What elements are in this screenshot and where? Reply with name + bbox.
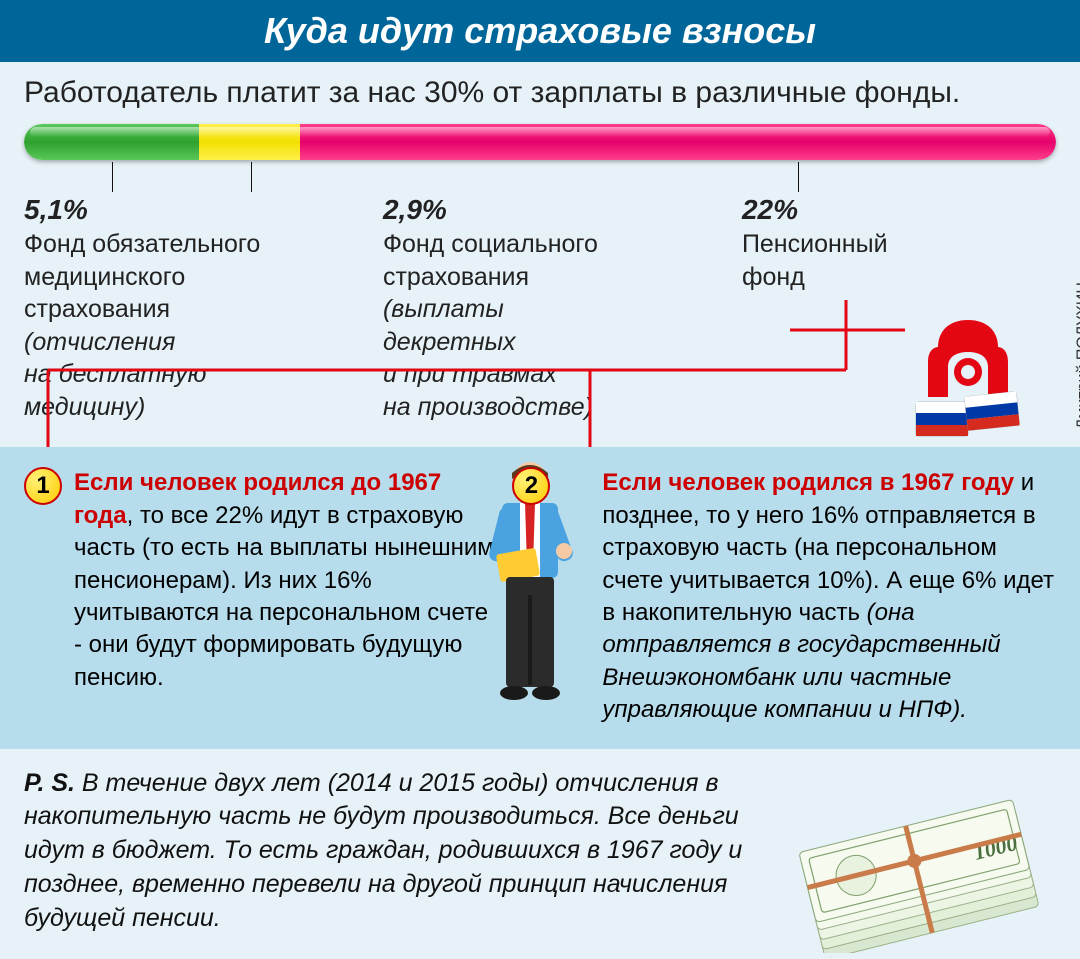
case-lead: Если человек родился в 1967 году (602, 469, 1014, 496)
author-credit: Дмитрий ПОЛУХИН (1074, 282, 1080, 429)
fund-label: Пенсионныйфонд (742, 230, 888, 291)
case-text: Если человек родился до 1967 года, то вс… (24, 467, 502, 694)
postscript-text: P. S. В течение двух лет (2014 и 2015 го… (24, 767, 784, 936)
connector-line (798, 162, 799, 192)
ps-body: В течение двух лет (2014 и 2015 годы) от… (24, 769, 742, 932)
fund-social: 2,9% Фонд социальногострахования (выплат… (383, 192, 732, 423)
contributions-bar (24, 124, 1056, 160)
fund-note: (выплатыдекретныхи при травмахна произво… (383, 295, 593, 421)
fund-medical: 5,1% Фонд обязательногомедицинскогострах… (24, 192, 373, 423)
fund-percent: 2,9% (383, 194, 447, 225)
case-text: Если человек родился в 1967 году и поздн… (552, 467, 1056, 726)
fund-percent: 22% (742, 194, 798, 225)
case-rest: , то все 22% идут в страховую часть (то … (74, 502, 494, 691)
top-section: Работодатель платит за нас 30% от зарпла… (0, 62, 1080, 447)
bar-connectors (24, 166, 1056, 192)
bar-highlight (30, 127, 1050, 137)
connector-line (112, 162, 113, 192)
connector-line (251, 162, 252, 192)
header: Куда идут страховые взносы (0, 0, 1080, 62)
ps-label: P. S. (24, 769, 75, 797)
fund-label: Фонд социальногострахования (383, 230, 598, 291)
mid-section: 1 Если человек родился до 1967 года, то … (0, 447, 1080, 748)
subtitle: Работодатель платит за нас 30% от зарпла… (24, 76, 1056, 110)
number-badge-2: 2 (512, 467, 550, 505)
postscript-section: P. S. В течение двух лет (2014 и 2015 го… (0, 749, 1080, 959)
fund-percent: 5,1% (24, 194, 88, 225)
money-stack-icon: 1000 (780, 783, 1070, 953)
fund-label: Фонд обязательногомедицинскогостраховани… (24, 230, 260, 323)
page-title: Куда идут страховые взносы (0, 10, 1080, 52)
case-after-1967: 2 Если человек родился в 1967 году и поз… (512, 467, 1056, 726)
fund-note: (отчисленияна бесплатнуюмедицину) (24, 328, 206, 421)
pfr-logo-icon (898, 312, 1038, 442)
case-before-1967: 1 Если человек родился до 1967 года, то … (24, 467, 502, 726)
